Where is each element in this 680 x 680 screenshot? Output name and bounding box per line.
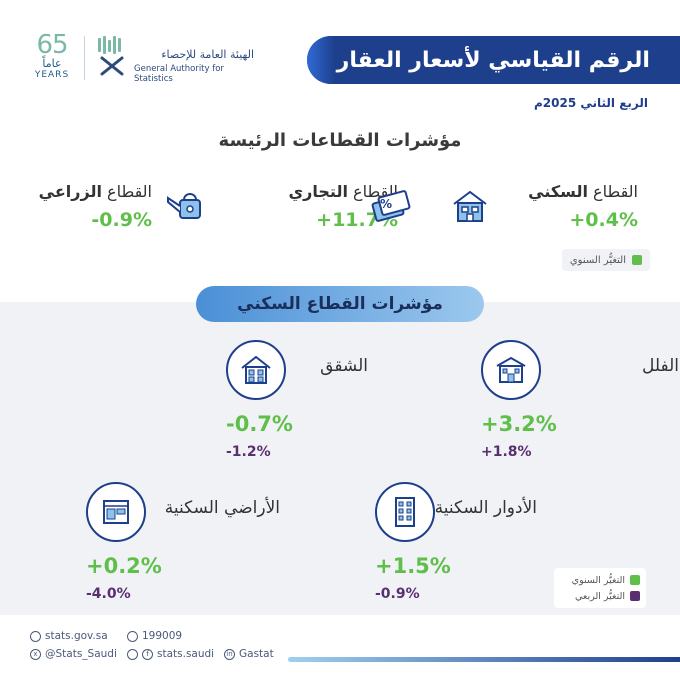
- globe-icon: [30, 630, 41, 642]
- land-plan-icon-circle: [86, 482, 146, 542]
- facebook-icon: f: [142, 648, 153, 660]
- logo-divider: [84, 36, 85, 80]
- item-label: الفلل: [641, 356, 679, 376]
- legend-swatch-green: [632, 255, 642, 265]
- linkedin-text: Gastat: [239, 648, 274, 660]
- logo-number: 65: [36, 30, 68, 60]
- footer-social[interactable]: f stats.saudi: [127, 648, 214, 660]
- apartment-icon: [241, 355, 271, 384]
- quarterly-change: -4.0%: [86, 586, 131, 602]
- phone-text: 199009: [142, 630, 183, 642]
- item-residential-floors: الأدوار السكنية +1.5% -0.9%: [375, 482, 595, 602]
- x-icon: x: [30, 648, 41, 660]
- legend-label: التغيُّر السنوي: [569, 254, 626, 266]
- anniversary-logo: 65 عاماً YEARS: [30, 32, 74, 80]
- legend-annual-change: التغيُّر السنوي: [561, 249, 650, 271]
- legend-row-annual: التغيُّر السنوي: [560, 572, 640, 588]
- item-label: الأراضي السكنية: [164, 498, 280, 518]
- phone-icon: [127, 630, 138, 642]
- footer-website[interactable]: stats.gov.sa: [30, 630, 108, 642]
- legend-swatch-purple: [630, 591, 640, 601]
- annual-change: -0.7%: [226, 412, 293, 436]
- sector-agricultural: القطاع الزراعي -0.9%: [0, 178, 201, 238]
- residential-heading: مؤشرات القطاع السكني: [196, 286, 484, 322]
- sector-residential: القطاع السكني +0.4%: [448, 178, 638, 238]
- quarterly-change: -0.9%: [375, 586, 420, 602]
- apartment-icon-circle: [226, 340, 286, 400]
- item-label: الشقق: [320, 356, 368, 376]
- gastat-logo-icon: [98, 36, 124, 76]
- svg-text:%: %: [380, 197, 392, 211]
- annual-change: +1.5%: [375, 554, 451, 578]
- legend-annual-label: التغيُّر السنوي: [571, 574, 625, 586]
- residential-heading-text: مؤشرات القطاع السكني: [237, 294, 443, 314]
- page-title: الرقم القياسي لأسعار العقارات: [307, 47, 650, 73]
- watering-can-icon: [167, 193, 201, 219]
- legend-quarterly-label: التغيُّر الربعي: [574, 590, 625, 602]
- villa-icon: [496, 356, 526, 383]
- sector-label: القطاع السكني: [528, 182, 638, 201]
- residential-section-background: [0, 302, 680, 615]
- website-text: stats.gov.sa: [45, 630, 108, 642]
- building-icon-circle: [375, 482, 435, 542]
- sector-annual-change: +0.4%: [569, 209, 638, 231]
- social-handle-text: stats.saudi: [157, 648, 215, 660]
- item-villas: الفلل +3.2% +1.8%: [481, 340, 680, 460]
- x-handle-text: @Stats_Saudi: [45, 648, 117, 660]
- footer-phone[interactable]: 199009: [127, 630, 182, 642]
- item-residential-land: الأراضي السكنية +0.2% -4.0%: [86, 482, 306, 602]
- footer: stats.gov.sa 199009 x @Stats_Saudi f sta…: [0, 615, 680, 680]
- page-title-banner: الرقم القياسي لأسعار العقارات: [307, 36, 680, 84]
- quarter-label: الربع الثاني 2025م: [533, 96, 648, 110]
- money-icon: %: [371, 190, 411, 222]
- building-icon: [395, 497, 415, 527]
- legend-swatch-green: [630, 575, 640, 585]
- item-apartments: الشقق -0.7% -1.2%: [226, 340, 446, 460]
- annual-change: +0.2%: [86, 554, 162, 578]
- linkedin-icon: in: [224, 648, 235, 660]
- org-name-arabic: الهيئة العامة للإحصاء: [161, 48, 254, 61]
- quarterly-change: +1.8%: [481, 444, 532, 460]
- sector-commercial: القطاع التجاري +11.7% %: [208, 178, 411, 238]
- footer-accent-bar: [288, 657, 680, 662]
- sector-annual-change: -0.9%: [91, 209, 152, 231]
- legend-row-quarterly: التغيُّر الربعي: [560, 588, 640, 604]
- annual-change: +3.2%: [481, 412, 557, 436]
- footer-linkedin[interactable]: in Gastat: [224, 648, 274, 660]
- house-icon: [453, 190, 487, 222]
- footer-x-account[interactable]: x @Stats_Saudi: [30, 648, 117, 660]
- logo-arabic-text: عاماً: [42, 57, 62, 70]
- instagram-icon: [127, 648, 138, 660]
- villa-icon-circle: [481, 340, 541, 400]
- legend-change-types: التغيُّر السنوي التغيُّر الربعي: [554, 568, 646, 608]
- main-sectors-heading: مؤشرات القطاعات الرئيسة: [218, 130, 462, 151]
- logo-years-text: YEARS: [34, 70, 70, 80]
- item-label: الأدوار السكنية: [434, 498, 537, 518]
- sector-label: القطاع الزراعي: [38, 182, 152, 201]
- quarterly-change: -1.2%: [226, 444, 271, 460]
- org-name-english: General Authority for Statistics: [134, 64, 224, 84]
- land-plan-icon: [103, 500, 129, 524]
